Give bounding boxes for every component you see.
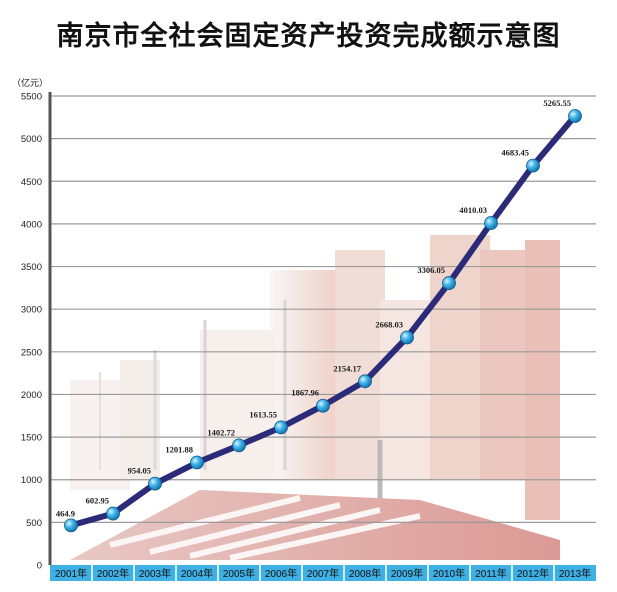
data-label: 4010.03 <box>459 205 487 215</box>
x-tick-label: 2009年 <box>391 567 423 580</box>
data-label: 1867.96 <box>291 388 319 398</box>
data-label: 1613.55 <box>249 409 277 419</box>
x-tick-label: 2008年 <box>349 567 381 580</box>
y-tick-label: 2000 <box>21 390 42 401</box>
grid-lines <box>50 95 596 523</box>
y-tick-label: 2500 <box>21 347 42 358</box>
data-point <box>106 506 120 521</box>
data-label: 3306.05 <box>417 265 445 275</box>
x-tick-label: 2006年 <box>265 567 297 580</box>
x-tick-label: 2012年 <box>517 567 549 580</box>
data-point <box>526 158 540 173</box>
y-tick-label: 3500 <box>21 262 42 273</box>
x-tick-label: 2007年 <box>307 567 339 580</box>
x-tick-label: 2010年 <box>433 567 465 580</box>
y-unit-label: （亿元） <box>12 77 48 88</box>
y-tick-label: 1500 <box>21 433 42 444</box>
y-tick-label: 500 <box>26 518 42 529</box>
data-label: 1201.88 <box>165 445 193 455</box>
data-label: 954.05 <box>128 466 151 476</box>
x-axis-band-background <box>50 565 596 581</box>
data-point <box>190 455 204 470</box>
data-labels: 464.9 602.95 954.05 1201.88 1402.72 1613.55 18… <box>56 98 571 518</box>
chart-title: 南京市全社会固定资产投资完成额示意图 <box>56 21 561 52</box>
data-label: 1402.72 <box>207 427 235 437</box>
data-label: 464.9 <box>56 508 75 518</box>
x-tick-label: 2002年 <box>97 567 129 580</box>
y-tick-label: 5500 <box>21 92 42 103</box>
data-points <box>64 109 582 533</box>
data-label: 2154.17 <box>333 363 361 373</box>
data-point <box>400 330 414 345</box>
data-label: 2668.03 <box>375 319 403 329</box>
x-tick-label: 2005年 <box>223 567 255 580</box>
data-point <box>442 276 456 290</box>
x-tick-label: 2003年 <box>139 567 171 580</box>
data-point <box>274 420 288 435</box>
y-tick-label: 4000 <box>21 219 42 230</box>
data-point <box>358 374 372 389</box>
x-tick-label: 2011年 <box>475 567 507 580</box>
data-label: 602.95 <box>86 496 109 506</box>
city-background <box>70 235 560 561</box>
x-tick-label: 2013年 <box>559 567 591 580</box>
data-point <box>148 476 162 491</box>
y-tick-label: 3000 <box>21 305 42 316</box>
data-point <box>484 216 498 230</box>
data-point <box>316 398 330 413</box>
y-tick-label: 4500 <box>21 177 42 188</box>
data-label: 4683.45 <box>501 148 529 158</box>
x-axis-band <box>50 565 596 581</box>
x-tick-label: 2001年 <box>55 567 87 580</box>
data-point <box>232 438 246 453</box>
y-tick-labels: 0 500 1000 1500 2000 2500 3000 3500 4000 4500 5000… <box>21 92 42 572</box>
data-point <box>568 109 582 123</box>
y-tick-label: 0 <box>37 561 42 572</box>
y-tick-label: 5000 <box>21 134 42 145</box>
x-tick-label: 2004年 <box>181 567 213 580</box>
x-tick-labels: 2001年 2002年 2003年 2004年 2005年 2006年 2007年 2008年… <box>55 567 591 580</box>
data-point <box>64 518 78 533</box>
y-tick-label: 1000 <box>21 475 42 486</box>
data-label: 5265.55 <box>543 98 571 108</box>
